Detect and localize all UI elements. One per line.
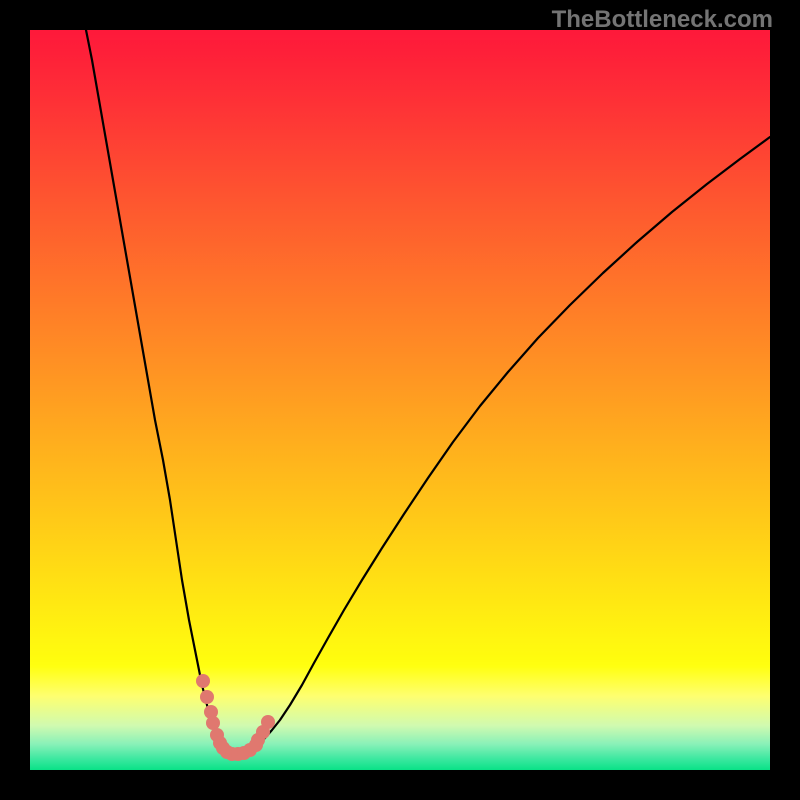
watermark-text: TheBottleneck.com: [552, 6, 773, 34]
bottleneck-curve: [86, 30, 770, 754]
data-marker: [206, 716, 220, 730]
data-marker: [261, 715, 275, 729]
data-marker: [200, 690, 214, 704]
data-marker: [196, 674, 210, 688]
chart-svg: [0, 0, 800, 800]
